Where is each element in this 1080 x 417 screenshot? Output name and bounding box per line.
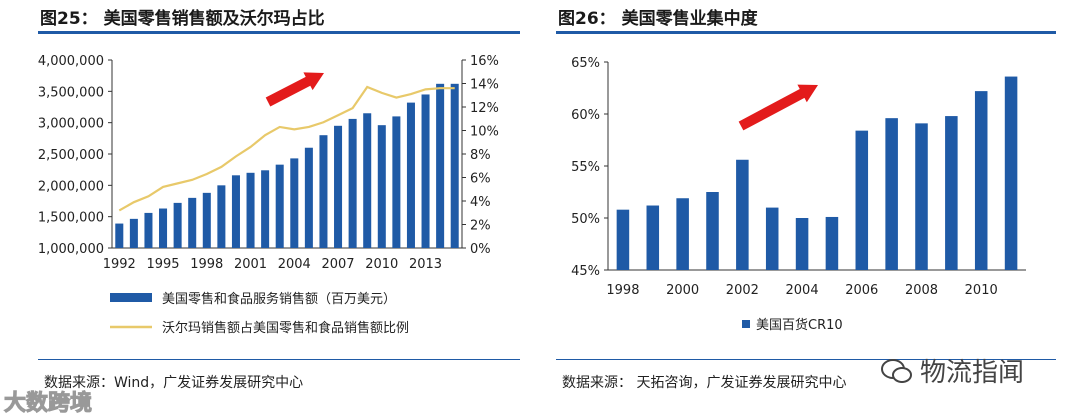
sales-bar (406, 102, 415, 248)
right-source: 数据来源： 天拓咨询，广发证券发展研究中心 (562, 375, 847, 391)
x-tick-label: 2004 (278, 257, 311, 272)
y-right-tick-label: 10% (470, 125, 499, 140)
y-tick-label: 65% (571, 56, 600, 71)
cr10-bar (795, 218, 809, 270)
left-chart-title: 图25： 美国零售销售额及沃尔玛占比 (40, 9, 325, 29)
x-tick-label: 2006 (845, 283, 878, 298)
x-tick-label: 2001 (234, 257, 267, 272)
sales-bar (348, 118, 357, 248)
cr10-bar (646, 205, 660, 270)
x-tick-label: 2010 (365, 257, 398, 272)
legend-swatch (742, 320, 750, 328)
y-right-tick-label: 6% (470, 172, 491, 187)
sales-bar (363, 113, 372, 249)
y-right-tick-label: 0% (470, 242, 491, 257)
sales-bar (188, 197, 197, 248)
sales-bar (144, 212, 153, 248)
sales-bar (231, 175, 240, 248)
cr10-bar (736, 159, 749, 270)
right-chart-title: 图26： 美国零售业集中度 (558, 9, 758, 29)
watermark-left: 大数跨境 (3, 385, 93, 417)
sales-bar (217, 185, 226, 248)
trend-arrow (265, 72, 324, 107)
sales-bar (377, 125, 386, 248)
x-tick-label: 2010 (965, 283, 998, 298)
watermark-right-text: 物流指闻 (920, 358, 1025, 388)
trend-arrow (738, 84, 818, 131)
sales-bar (304, 147, 313, 248)
sales-bar (159, 208, 168, 248)
y-right-tick-label: 4% (470, 195, 491, 210)
sales-bar (275, 164, 284, 248)
y-left-tick-label: 3,500,000 (38, 85, 104, 100)
sales-bar (129, 218, 138, 248)
y-tick-label: 60% (571, 108, 600, 123)
cr10-bar (676, 198, 689, 270)
right-source-rule (556, 359, 1056, 360)
sales-bar (173, 202, 182, 248)
y-left-tick-label: 3,000,000 (38, 117, 104, 132)
wechat-icon (881, 358, 912, 383)
left-chart: 1,000,000 1,500,000 2,000,000 2,500,000 3,00… (38, 54, 499, 336)
x-tick-label: 2000 (666, 283, 699, 298)
left-source-rule (38, 359, 520, 360)
sales-bar (261, 170, 270, 248)
x-tick-label: 2007 (321, 257, 354, 272)
y-left-tick-label: 2,500,000 (38, 148, 104, 163)
cr10-bar (974, 91, 988, 270)
cr10-bar (915, 123, 928, 270)
y-left-tick-label: 4,000,000 (38, 54, 104, 69)
y-right-tick-label: 16% (470, 54, 499, 69)
cr10-bar (855, 130, 869, 270)
x-tick-label: 1992 (103, 257, 136, 272)
sales-bar (392, 116, 401, 249)
left-source: 数据来源：Wind，广发证券发展研究中心 (44, 375, 304, 391)
cr10-bar (706, 192, 719, 270)
y-left-tick-label: 1,000,000 (38, 242, 104, 257)
sales-bar (246, 172, 255, 248)
y-right-tick-label: 14% (470, 78, 499, 93)
right-title-rule (556, 31, 1056, 34)
legend-bar-swatch (110, 293, 152, 302)
left-title-rule (38, 31, 520, 34)
x-tick-label: 2002 (726, 283, 759, 298)
y-left-tick-label: 1,500,000 (38, 211, 104, 226)
y-right-tick-label: 8% (470, 148, 491, 163)
sales-bar (115, 223, 124, 248)
cr10-bar (616, 209, 630, 270)
cr10-bar (825, 216, 839, 270)
y-right-tick-label: 2% (470, 219, 491, 234)
x-tick-label: 2013 (409, 257, 442, 272)
x-tick-label: 2004 (786, 283, 819, 298)
cr10-bar (765, 207, 779, 270)
legend-bar-label: 美国零售和食品服务销售额（百万美元） (162, 291, 396, 307)
watermark-right: 物流指闻 (880, 352, 1024, 389)
cr10-bar (945, 116, 958, 270)
y-left-tick-label: 2,000,000 (38, 179, 104, 194)
sales-bar (290, 158, 299, 248)
x-tick-label: 1998 (606, 283, 639, 298)
y-tick-label: 50% (571, 212, 600, 227)
sales-bar (450, 83, 459, 249)
x-tick-label: 2008 (905, 283, 938, 298)
legend-line-label: 沃尔玛销售额占美国零售和食品销售额比例 (162, 320, 409, 336)
y-tick-label: 55% (571, 160, 600, 175)
x-tick-label: 1995 (146, 257, 179, 272)
sales-bar (436, 83, 445, 249)
x-tick-label: 1998 (190, 257, 223, 272)
sales-bar (319, 135, 328, 248)
walmart-share-line (118, 85, 455, 212)
sales-bar (202, 192, 211, 248)
y-right-tick-label: 12% (470, 101, 499, 116)
y-tick-label: 45% (571, 264, 600, 279)
watermark-left-text: 大数跨境 (3, 391, 93, 417)
sales-bar (334, 125, 343, 248)
cr10-bar (885, 118, 898, 270)
legend-label: 美国百货CR10 (756, 317, 843, 333)
sales-bar (421, 94, 430, 248)
right-chart: 45% 50% 55% 60% 65% 1998 2000 2002 2004 2006 2008 2… (571, 56, 1026, 333)
cr10-bar (1004, 76, 1018, 270)
